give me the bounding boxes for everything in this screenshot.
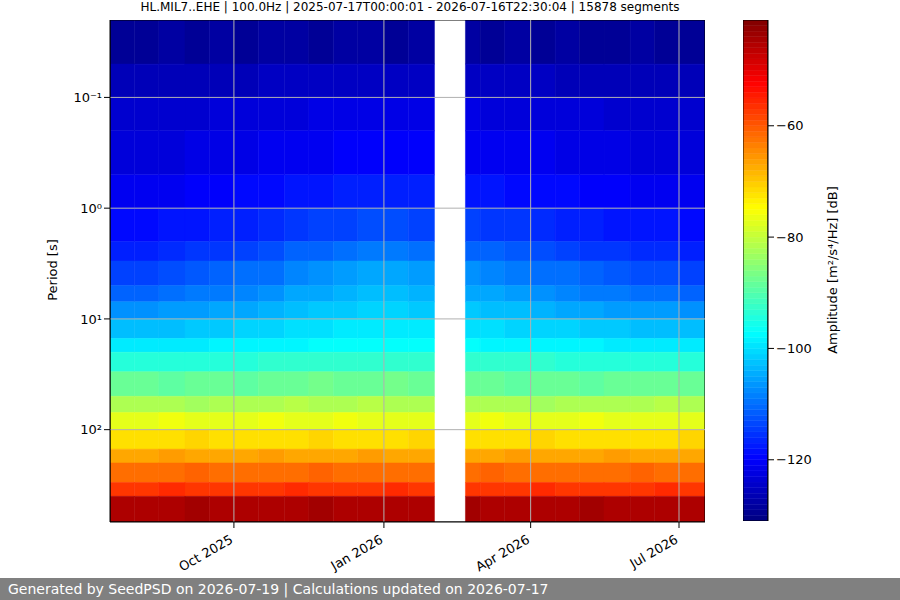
svg-text:−60: −60 bbox=[776, 118, 803, 133]
svg-text:10⁻¹: 10⁻¹ bbox=[73, 90, 102, 105]
svg-text:−80: −80 bbox=[776, 230, 803, 245]
html-text:Period [s]: Period [s] bbox=[44, 239, 60, 301]
html-text:Generated by SeedPSD on 2026-0: Generated by SeedPSD on 2026-07-19 | Cal… bbox=[8, 581, 549, 597]
svg-text:10⁰: 10⁰ bbox=[80, 201, 102, 216]
svg-text:10²: 10² bbox=[80, 422, 102, 437]
svg-text:10¹: 10¹ bbox=[80, 312, 102, 327]
svg-text:Jul 2026: Jul 2026 bbox=[626, 532, 680, 572]
svg-text:−100: −100 bbox=[776, 341, 812, 356]
svg-text:−120: −120 bbox=[776, 452, 812, 467]
svg-text:Jan 2026: Jan 2026 bbox=[327, 532, 385, 574]
svg-text:Oct 2025: Oct 2025 bbox=[176, 532, 235, 575]
html-text:HL.MIL7..EHE | 100.0Hz | 2025-: HL.MIL7..EHE | 100.0Hz | 2025-07-17T00:0… bbox=[140, 0, 680, 14]
html-text:Amplitude [m²/s⁴/Hz] [dB]: Amplitude [m²/s⁴/Hz] [dB] bbox=[824, 186, 840, 354]
svg-text:Apr 2026: Apr 2026 bbox=[473, 532, 532, 575]
